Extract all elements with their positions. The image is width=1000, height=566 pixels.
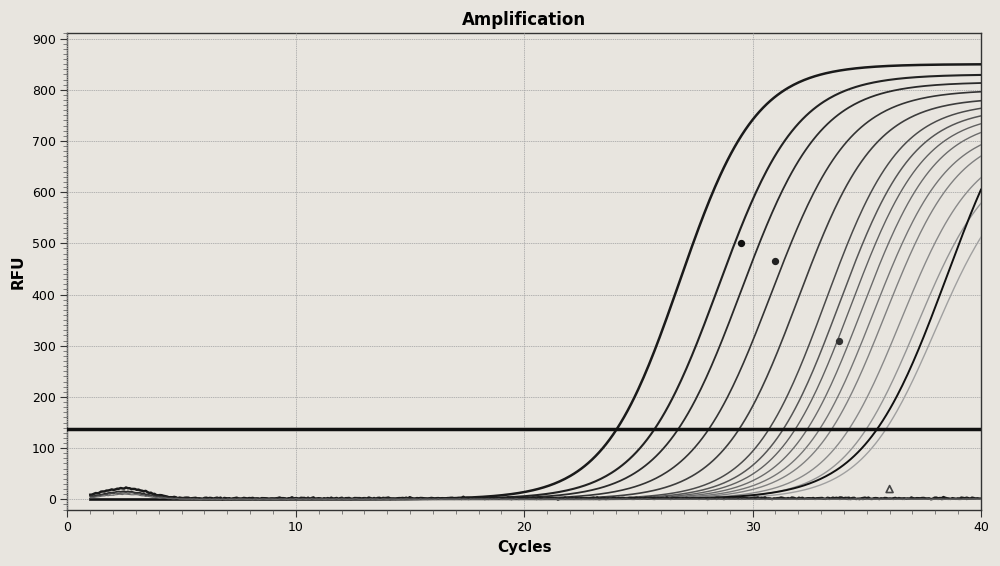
Point	[831, 336, 847, 345]
Point	[767, 257, 783, 266]
Point	[882, 484, 898, 494]
Point	[733, 239, 749, 248]
Title: Amplification: Amplification	[462, 11, 586, 29]
X-axis label: Cycles: Cycles	[497, 540, 552, 555]
Y-axis label: RFU: RFU	[11, 254, 26, 289]
